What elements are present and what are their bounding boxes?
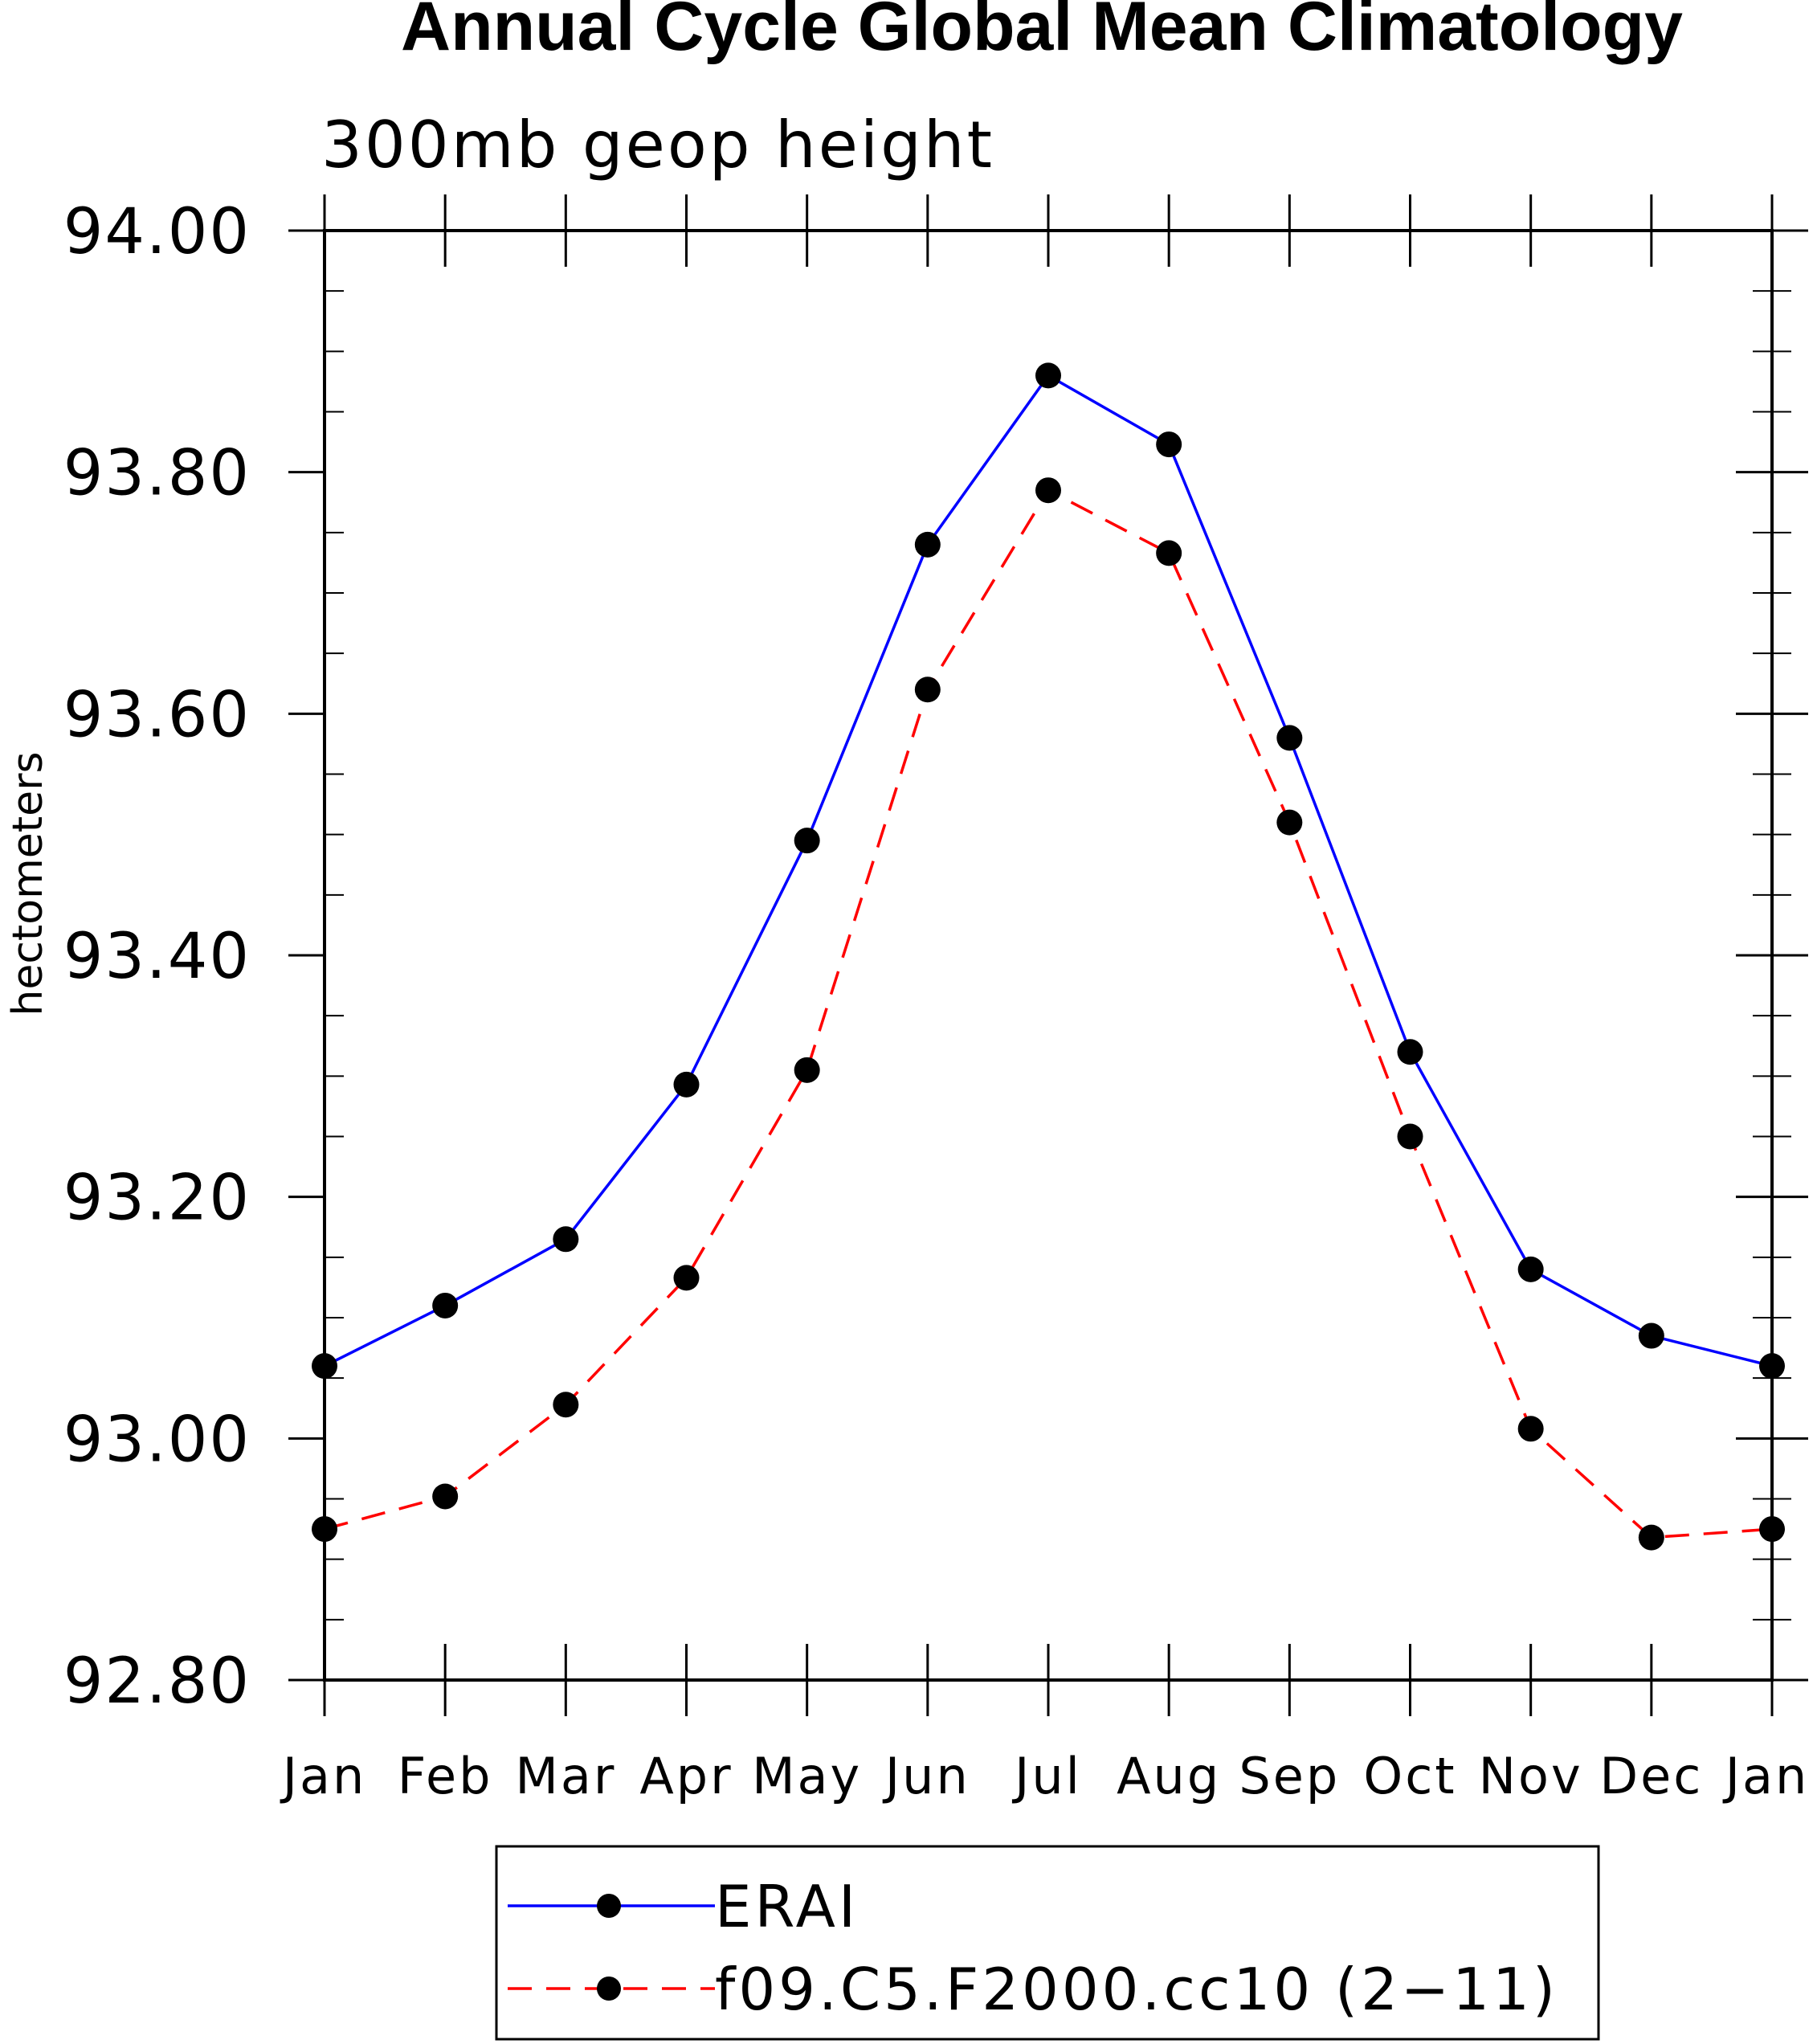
x-tick-label: Jan — [280, 1747, 367, 1805]
series-1-point — [553, 1226, 579, 1253]
y-axis-label: hectometers — [4, 751, 52, 1016]
series-1-point — [794, 828, 820, 854]
legend-marker-1 — [597, 1894, 621, 1918]
y-tick-label: 92.80 — [63, 1645, 251, 1718]
series-1-point — [1517, 1256, 1544, 1282]
x-tick-label: Feb — [398, 1747, 493, 1805]
series-2-point — [1517, 1416, 1544, 1442]
x-tick-label: Jul — [1011, 1747, 1082, 1805]
y-tick-label: 93.20 — [63, 1163, 251, 1235]
series-1-point — [1156, 431, 1182, 458]
series-2-point — [432, 1483, 459, 1510]
series-2-point — [1035, 477, 1061, 504]
x-tick-label: Oct — [1363, 1747, 1456, 1805]
y-tick-label: 93.40 — [63, 921, 251, 993]
series-1-point — [1638, 1322, 1664, 1349]
series-2-point — [914, 677, 941, 703]
y-tick-label: 93.60 — [63, 679, 251, 751]
series-2-point — [553, 1392, 579, 1418]
legend-box — [495, 1845, 1600, 2041]
y-tick-label: 93.80 — [63, 438, 251, 510]
series-2-point — [1397, 1123, 1423, 1150]
series-1-point — [914, 531, 941, 558]
legend-marker-2 — [597, 1977, 621, 2001]
series-1-point — [1397, 1039, 1423, 1065]
plot-frame — [323, 229, 1774, 1682]
series-2-point — [673, 1265, 700, 1291]
x-tick-label: Mar — [515, 1747, 616, 1805]
x-tick-labels: Jan Feb Mar Apr May Jun Jul Aug Sep Oct Nov Dec Jan — [280, 1747, 1810, 1805]
chart-subtitle: 300mb geop height — [321, 108, 994, 182]
series-1-point — [673, 1071, 700, 1098]
x-tick-label: Sep — [1239, 1747, 1340, 1805]
x-tick-label: Dec — [1599, 1747, 1703, 1805]
legend-label-1: ERAI — [715, 1873, 859, 1940]
series-2-point — [1156, 540, 1182, 566]
series-markers — [312, 362, 1785, 1551]
x-tick-label: May — [752, 1747, 862, 1805]
x-tick-label: Nov — [1479, 1747, 1583, 1805]
series-1-point — [1035, 362, 1061, 389]
y-tick-labels: 92.80 93.00 93.20 93.40 93.60 93.80 94.00 — [63, 196, 251, 1718]
series-1-point — [1276, 725, 1303, 751]
y-tick-label: 93.00 — [63, 1404, 251, 1476]
chart-title: Annual Cycle Global Mean Climatology — [401, 0, 1683, 65]
series-1-point — [432, 1292, 459, 1318]
series-2-point — [794, 1057, 820, 1083]
x-tick-label: Jan — [1722, 1747, 1810, 1805]
series-2-point — [1276, 809, 1303, 836]
series-2-point — [1638, 1524, 1664, 1551]
x-tick-label: Apr — [639, 1747, 733, 1805]
legend-entries: ERAI f09.C5.F2000.cc10 (2−11) — [508, 1873, 1558, 2023]
y-tick-label: 94.00 — [63, 196, 251, 268]
x-tick-label: Jun — [882, 1747, 970, 1805]
x-tick-label: Aug — [1117, 1747, 1221, 1805]
legend: ERAI f09.C5.F2000.cc10 (2−11) — [495, 1845, 1600, 2041]
legend-label-2: f09.C5.F2000.cc10 (2−11) — [715, 1956, 1558, 2023]
